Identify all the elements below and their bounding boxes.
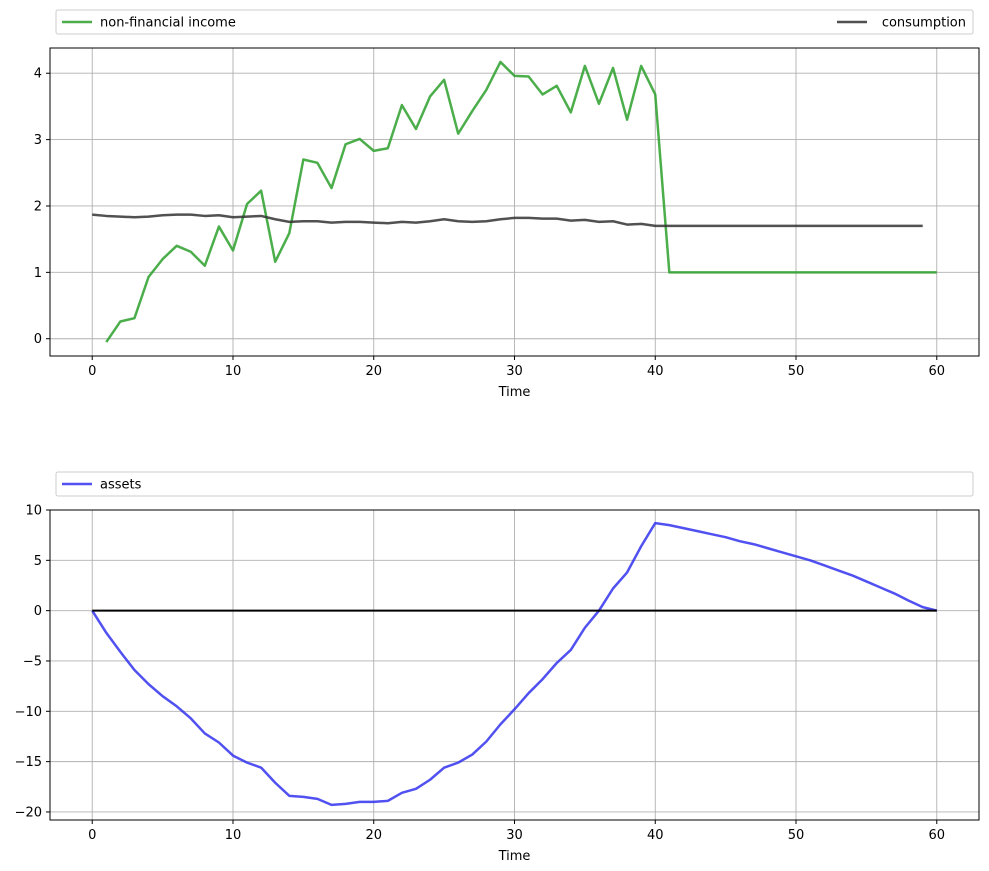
bottom-x-ticks: 0 10 20 30 40 50 60: [88, 820, 945, 843]
x-tick-label: 60: [928, 364, 945, 379]
y-tick-label: 0: [34, 604, 42, 619]
y-tick-label: −20: [15, 805, 42, 820]
legend-label-consumption: consumption: [882, 16, 966, 31]
bottom-legend: assets: [55, 471, 974, 497]
x-tick-label: 10: [225, 828, 242, 843]
x-tick-label: 40: [647, 828, 664, 843]
legend-label-non-financial-income: non-financial income: [100, 16, 236, 31]
y-tick-label: 0: [34, 332, 42, 347]
x-tick-label: 20: [365, 364, 382, 379]
x-tick-label: 20: [365, 828, 382, 843]
top-legend-box: [55, 9, 974, 35]
bottom-x-axis-label: Time: [498, 849, 531, 864]
y-tick-label: −10: [15, 705, 42, 720]
bottom-grid: [50, 509, 979, 820]
bottom-series: [91, 521, 938, 807]
series-line-assets: [91, 521, 938, 807]
y-tick-label: 5: [34, 554, 42, 569]
y-tick-label: 3: [34, 133, 42, 148]
x-tick-label: 50: [788, 828, 805, 843]
top-x-axis-label: Time: [498, 385, 531, 400]
y-tick-label: 4: [34, 67, 42, 82]
x-tick-label: 60: [928, 828, 945, 843]
x-tick-label: 40: [647, 364, 664, 379]
x-tick-label: 10: [225, 364, 242, 379]
y-tick-label: 2: [34, 199, 42, 214]
x-tick-label: 30: [506, 364, 523, 379]
x-tick-label: 30: [506, 828, 523, 843]
assets-panel: 0 10 20 30 40 50 60 −20 −15 −10 −5 0 5 10 Time asset…: [15, 471, 980, 864]
top-x-ticks: 0 10 20 30 40 50 60: [88, 356, 945, 379]
series-line-non-financial-income: [105, 60, 937, 343]
y-tick-label: 10: [25, 504, 42, 519]
x-tick-label: 0: [88, 364, 96, 379]
top-grid: [50, 48, 979, 356]
y-tick-label: −5: [23, 654, 42, 669]
legend-label-assets: assets: [100, 478, 142, 493]
y-tick-label: −15: [15, 755, 42, 770]
top-legend: non-financial income consumption: [55, 9, 974, 35]
top-series: [92, 60, 937, 343]
top-y-ticks: 0 1 2 3 4: [34, 67, 50, 347]
x-tick-label: 50: [788, 364, 805, 379]
y-tick-label: 1: [34, 266, 42, 281]
bottom-y-ticks: −20 −15 −10 −5 0 5 10: [15, 504, 50, 820]
bottom-legend-box: [55, 471, 974, 497]
income-consumption-panel: 0 10 20 30 40 50 60 0 1 2 3 4 Time non-financial i…: [34, 9, 980, 400]
series-line-consumption: [92, 213, 923, 228]
x-tick-label: 0: [88, 828, 96, 843]
